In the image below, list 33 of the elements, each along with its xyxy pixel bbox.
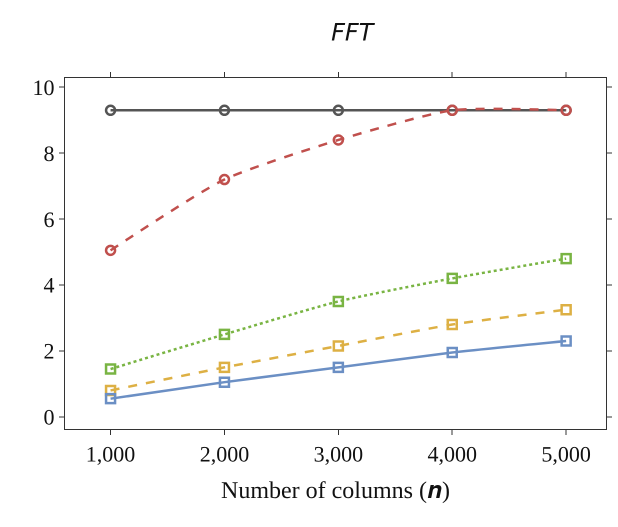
point — [446, 272, 458, 284]
point — [560, 304, 572, 316]
point — [218, 376, 230, 388]
x-tick-label: 3,000 — [314, 442, 364, 466]
point — [218, 362, 230, 374]
x-tick-label: 1,000 — [86, 442, 136, 466]
point — [560, 335, 572, 347]
y-tick-label: 4 — [44, 272, 54, 298]
x-tick-label: 4,000 — [427, 442, 477, 466]
point — [446, 346, 458, 358]
y-tick-label: 6 — [44, 206, 54, 232]
x-tick-label: 2,000 — [200, 442, 250, 466]
point — [104, 363, 116, 375]
point — [560, 252, 572, 264]
point — [332, 104, 344, 116]
point — [104, 392, 116, 404]
point — [446, 318, 458, 330]
point — [332, 296, 344, 308]
chart-title: FFT — [331, 18, 376, 47]
point — [332, 134, 344, 146]
point — [218, 174, 230, 186]
point — [332, 362, 344, 374]
point — [218, 104, 230, 116]
point — [332, 340, 344, 352]
point — [104, 244, 116, 256]
y-tick-label: 8 — [44, 140, 54, 166]
x-tick-label: 5,000 — [541, 442, 591, 466]
y-tick-label: 2 — [44, 338, 54, 364]
point — [104, 104, 116, 116]
x-axis-title: Number of columns (𝒏) — [221, 478, 450, 504]
point — [218, 328, 230, 340]
y-tick-label: 10 — [32, 74, 54, 100]
y-tick-label: 0 — [44, 404, 54, 430]
